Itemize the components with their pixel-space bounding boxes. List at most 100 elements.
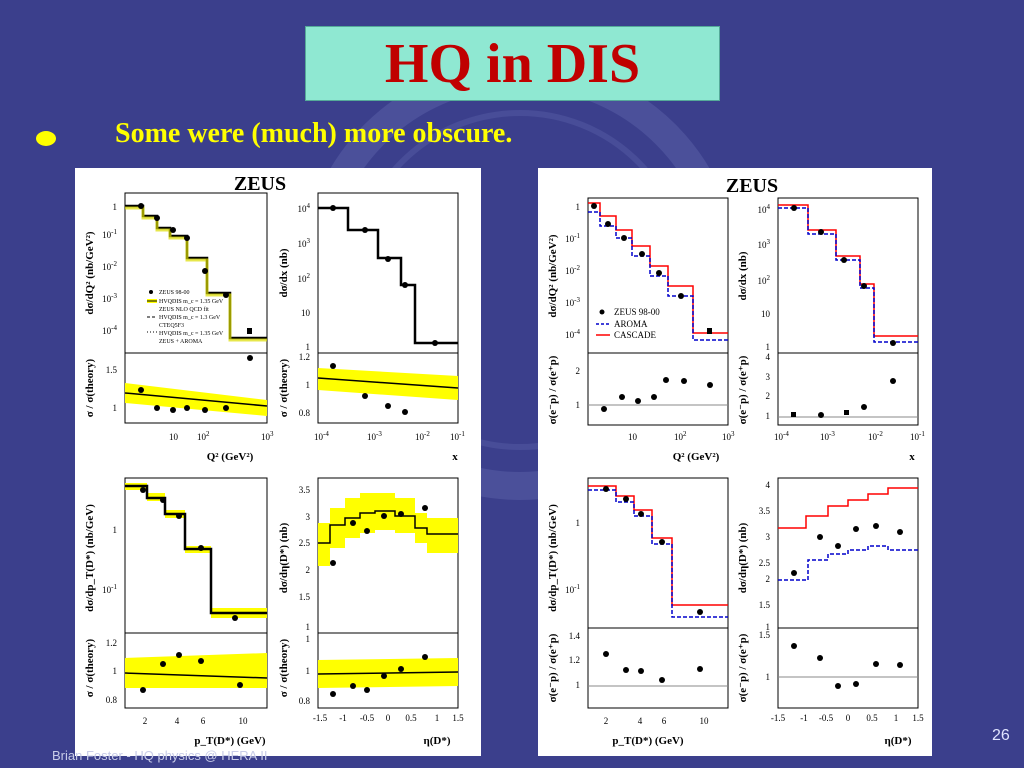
svg-text:10-3: 10-3: [565, 296, 580, 308]
svg-text:3: 3: [306, 512, 311, 522]
left-figure: ZEUS 1 10-1 10-2 10-3 10-4 dσ/dQ² (nb/Ge…: [75, 168, 481, 756]
svg-text:10: 10: [628, 432, 638, 442]
left-y-label-8: σ / σ(theory): [278, 638, 290, 697]
right-x-label-3: p_T(D*) (GeV): [612, 735, 684, 747]
left-x-label-3: p_T(D*) (GeV): [194, 735, 266, 747]
svg-text:1: 1: [766, 672, 771, 682]
right-legend: ZEUS 98-00 AROMA CASCADE: [596, 307, 660, 340]
svg-text:10: 10: [169, 432, 179, 442]
svg-text:0.8: 0.8: [299, 696, 311, 706]
right-x-label-4: η(D*): [884, 735, 911, 747]
right-y-label-8: σ(e⁻p) / σ(e⁺p): [737, 633, 749, 702]
left-q2-panel: 1 10-1 10-2 10-3 10-4 dσ/dQ² (nb/GeV²) Z…: [84, 192, 268, 354]
svg-text:2.5: 2.5: [759, 558, 771, 568]
svg-text:1.5: 1.5: [759, 600, 771, 610]
svg-text:-1: -1: [339, 713, 347, 723]
svg-text:2: 2: [766, 574, 771, 584]
svg-text:-0.5: -0.5: [360, 713, 375, 723]
right-y-label-2: dσ/dx (nb): [737, 251, 749, 300]
svg-text:1: 1: [894, 713, 899, 723]
svg-text:-1.5: -1.5: [313, 713, 328, 723]
svg-text:1.2: 1.2: [299, 352, 310, 362]
svg-text:10-4: 10-4: [102, 324, 117, 336]
svg-text:3.5: 3.5: [299, 485, 311, 495]
right-pt-ratio-panel: 1.4 1.2 1 2 4 6 10 σ(e⁻p) / σ(e⁺p) p_T(D*) …: [547, 627, 729, 747]
svg-text:3: 3: [766, 372, 771, 382]
left-q2-ratio-panel: 1.5 1 10 102 103 σ / σ(theory) Q² (GeV²): [84, 352, 274, 463]
svg-text:1.5: 1.5: [759, 630, 771, 640]
left-x-ratio-panel: 1.2 1 0.8 10-4 10-3 10-2 10-1 σ / σ(theory)…: [278, 352, 465, 463]
svg-text:2: 2: [604, 716, 609, 726]
svg-text:1: 1: [306, 342, 311, 352]
svg-text:HVQDIS m_c = 1.35 GeV: HVQDIS m_c = 1.35 GeV: [159, 299, 224, 305]
svg-text:4: 4: [175, 716, 180, 726]
svg-text:1.2: 1.2: [569, 655, 580, 665]
svg-text:1: 1: [113, 666, 118, 676]
svg-text:10-3: 10-3: [367, 430, 382, 442]
svg-text:1: 1: [306, 666, 311, 676]
svg-text:104: 104: [298, 202, 311, 214]
left-y-label-1: dσ/dQ² (nb/GeV²): [84, 231, 96, 315]
left-x-panel: 104 103 102 10 1 dσ/dx (nb): [278, 192, 459, 354]
svg-text:1: 1: [306, 634, 311, 644]
svg-text:CTEQ5F3: CTEQ5F3: [159, 323, 184, 329]
svg-text:1.2: 1.2: [106, 638, 117, 648]
svg-text:102: 102: [298, 272, 311, 284]
right-x-panel: 104 103 102 10 1 dσ/dx (nb): [737, 197, 919, 354]
svg-text:1: 1: [576, 518, 581, 528]
right-y-label-6: dσ/dη(D*) (nb): [737, 522, 749, 593]
svg-text:1: 1: [576, 680, 581, 690]
svg-text:10-1: 10-1: [565, 583, 580, 595]
svg-text:ZEUS + AROMA: ZEUS + AROMA: [159, 339, 203, 345]
right-pt-panel: 1 10-1 dσ/dp_T(D*) (nb/GeV): [547, 477, 729, 629]
svg-text:CASCADE: CASCADE: [614, 330, 657, 340]
svg-text:10: 10: [239, 716, 249, 726]
svg-text:1: 1: [766, 411, 771, 421]
right-y-label-3: σ(e⁻p) / σ(e⁺p): [547, 355, 559, 424]
left-y-label-6: dσ/dη(D*) (nb): [278, 522, 290, 593]
left-pt-ratio-panel: 1.2 1 0.8 2 4 6 10 σ / σ(theory) p_T(D*) (G…: [84, 632, 268, 747]
left-y-label-7: σ / σ(theory): [84, 638, 96, 697]
svg-text:10-3: 10-3: [102, 292, 117, 304]
svg-text:10-2: 10-2: [102, 260, 117, 272]
svg-text:10-1: 10-1: [102, 228, 117, 240]
svg-text:0.8: 0.8: [299, 408, 311, 418]
svg-text:1.5: 1.5: [106, 365, 118, 375]
svg-text:1: 1: [306, 622, 311, 632]
right-y-label-4: σ(e⁻p) / σ(e⁺p): [737, 355, 749, 424]
svg-text:10-1: 10-1: [102, 583, 117, 595]
bullet-icon: [36, 131, 56, 146]
svg-text:10-3: 10-3: [820, 430, 835, 442]
svg-text:AROMA: AROMA: [614, 319, 648, 329]
svg-text:ZEUS 98-00: ZEUS 98-00: [614, 307, 660, 317]
svg-text:102: 102: [674, 430, 687, 442]
left-legend: ZEUS 98-00 HVQDIS m_c = 1.35 GeV ZEUS NL…: [147, 290, 224, 345]
left-pt-panel: 1 10-1 dσ/dp_T(D*) (nb/GeV): [84, 477, 268, 634]
svg-text:10-1: 10-1: [565, 232, 580, 244]
right-x-label-2: x: [909, 451, 915, 463]
svg-text:2: 2: [766, 391, 771, 401]
title-box: HQ in DIS: [305, 26, 720, 101]
svg-text:-1.5: -1.5: [771, 713, 786, 723]
svg-text:0.8: 0.8: [106, 695, 118, 705]
svg-text:102: 102: [758, 274, 771, 286]
svg-text:10-4: 10-4: [565, 328, 580, 340]
page-number: 26: [992, 727, 1010, 744]
left-x-label-1: Q² (GeV²): [207, 451, 254, 463]
svg-text:10: 10: [700, 716, 710, 726]
svg-text:1.5: 1.5: [912, 713, 924, 723]
svg-text:HVQDIS m_c = 1.3 GeV: HVQDIS m_c = 1.3 GeV: [159, 315, 221, 321]
right-eta-ratio-panel: 1.5 1 -1.5 -1 -0.5 0 0.5 1 1.5 σ(e⁻p) / σ(e⁺p)…: [737, 627, 924, 747]
left-x-label-4: η(D*): [423, 735, 450, 747]
svg-text:4: 4: [766, 480, 771, 490]
svg-text:10-4: 10-4: [774, 430, 789, 442]
svg-text:103: 103: [758, 238, 771, 250]
right-x-label-1: Q² (GeV²): [673, 451, 720, 463]
svg-text:6: 6: [201, 716, 206, 726]
svg-text:1.5: 1.5: [452, 713, 464, 723]
right-q2-ratio-panel: 2 1 10 102 103 σ(e⁻p) / σ(e⁺p) Q² (GeV²): [547, 352, 735, 463]
svg-text:10-1: 10-1: [910, 430, 925, 442]
svg-text:10-1: 10-1: [450, 430, 465, 442]
footer-text: Brian Foster - HQ physics @ HERA II: [52, 748, 268, 763]
svg-text:3.5: 3.5: [759, 506, 771, 516]
